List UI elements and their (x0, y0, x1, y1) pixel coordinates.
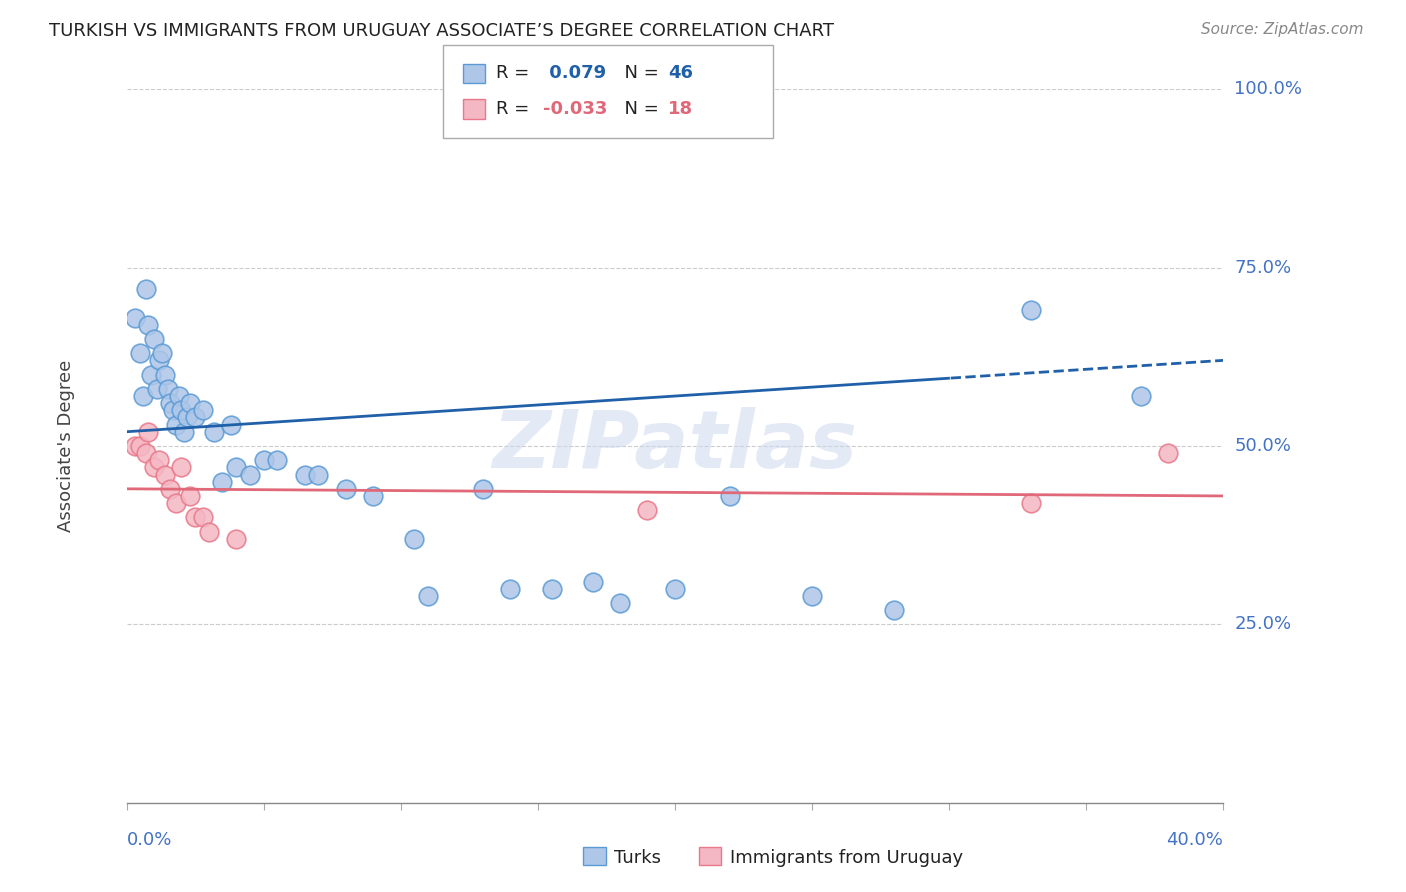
Point (170, 403, 193, 417)
Text: Associate's Degree: Associate's Degree (58, 359, 76, 533)
Text: 46: 46 (668, 64, 693, 82)
Point (179, 489, 201, 503)
Point (167, 389, 190, 403)
Point (225, 460, 247, 475)
Point (202, 425, 225, 439)
Point (404, 532, 426, 546)
Text: R =: R = (496, 64, 536, 82)
Point (150, 346, 173, 360)
Text: 50.0%: 50.0% (1234, 437, 1291, 455)
Point (143, 460, 166, 475)
Text: Source: ZipAtlas.com: Source: ZipAtlas.com (1201, 22, 1364, 37)
Point (148, 453, 170, 467)
Point (219, 417, 242, 432)
Point (294, 467, 316, 482)
Point (664, 582, 686, 596)
Text: N =: N = (613, 100, 665, 118)
Point (472, 482, 495, 496)
Point (636, 503, 658, 517)
Point (159, 482, 181, 496)
Point (540, 582, 562, 596)
Point (176, 410, 198, 425)
Point (162, 403, 184, 417)
Point (266, 453, 288, 467)
Point (1130, 389, 1153, 403)
Point (165, 496, 187, 510)
Point (170, 460, 193, 475)
Point (883, 603, 905, 617)
Text: Turks: Turks (614, 849, 661, 867)
Point (145, 382, 167, 396)
Text: Immigrants from Uruguay: Immigrants from Uruguay (730, 849, 963, 867)
Point (239, 467, 262, 482)
Point (165, 417, 187, 432)
Point (184, 510, 207, 524)
Point (135, 282, 157, 296)
Point (143, 332, 166, 346)
Text: 40.0%: 40.0% (1167, 831, 1223, 849)
Point (307, 467, 329, 482)
Point (609, 596, 631, 610)
Point (159, 396, 181, 410)
Point (1157, 446, 1180, 460)
Point (718, 489, 741, 503)
Point (499, 582, 522, 596)
Point (1021, 496, 1043, 510)
Point (1021, 303, 1043, 318)
Point (141, 368, 163, 382)
Text: ZIPatlas: ZIPatlas (492, 407, 858, 485)
Point (197, 524, 219, 539)
Point (179, 396, 201, 410)
Point (416, 589, 439, 603)
Text: 0.0%: 0.0% (127, 831, 172, 849)
Point (156, 382, 179, 396)
Text: 25.0%: 25.0% (1234, 615, 1291, 633)
Text: 75.0%: 75.0% (1234, 259, 1291, 277)
Point (363, 489, 385, 503)
Point (153, 467, 176, 482)
Point (138, 318, 160, 332)
Point (138, 425, 160, 439)
Point (801, 589, 824, 603)
Point (193, 403, 215, 417)
Point (253, 453, 276, 467)
Point (129, 346, 152, 360)
Point (225, 532, 247, 546)
Text: R =: R = (496, 100, 536, 118)
Text: 0.079: 0.079 (543, 64, 606, 82)
Point (124, 439, 146, 453)
Text: 18: 18 (668, 100, 693, 118)
Point (148, 353, 170, 368)
Point (173, 425, 195, 439)
Point (153, 368, 176, 382)
Point (211, 475, 233, 489)
Text: 100.0%: 100.0% (1234, 80, 1302, 98)
Point (193, 510, 215, 524)
Point (132, 389, 155, 403)
Point (124, 310, 146, 325)
Point (135, 446, 157, 460)
Point (129, 439, 152, 453)
Point (582, 574, 605, 589)
Text: -0.033: -0.033 (543, 100, 607, 118)
Point (335, 482, 357, 496)
Text: TURKISH VS IMMIGRANTS FROM URUGUAY ASSOCIATE’S DEGREE CORRELATION CHART: TURKISH VS IMMIGRANTS FROM URUGUAY ASSOC… (49, 22, 834, 40)
Point (184, 410, 207, 425)
Text: N =: N = (613, 64, 665, 82)
